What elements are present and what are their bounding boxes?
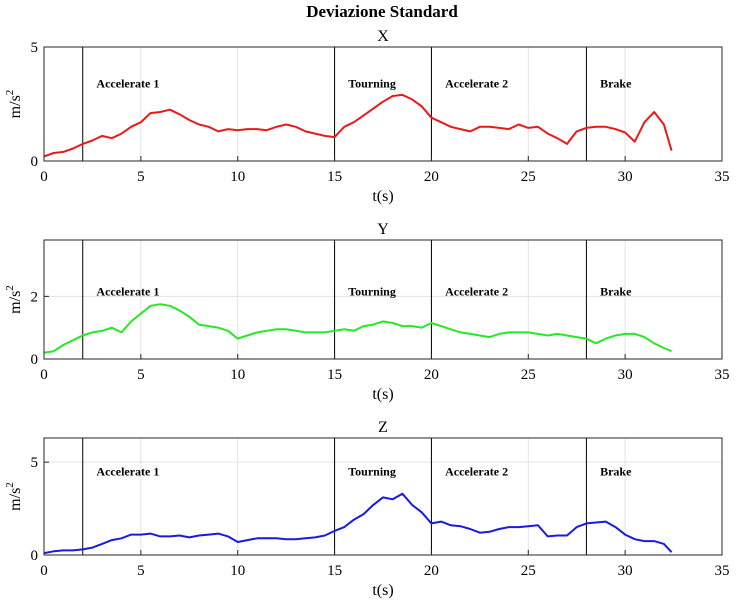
series-line — [43, 303, 672, 354]
x-tick-label: 20 — [424, 169, 439, 185]
axes-frame — [43, 239, 723, 360]
x-tick-label: 30 — [618, 367, 633, 383]
y-axis-label-exponent: 2 — [4, 482, 16, 488]
subplot-title: X — [377, 28, 389, 45]
x-axis-label: t(s) — [372, 188, 393, 205]
phase-label: Tourning — [348, 76, 396, 90]
phase-label: Accelerate 2 — [445, 285, 508, 299]
series-line — [43, 93, 673, 158]
x-tick-label: 10 — [230, 169, 245, 185]
y-tick-label: 0 — [31, 154, 39, 170]
x-tick-label: 25 — [521, 169, 536, 185]
y-tick-label: 2 — [31, 289, 39, 305]
x-tick-label: 15 — [327, 169, 342, 185]
phase-label: Accelerate 1 — [96, 76, 159, 90]
phase-label: Tourning — [348, 464, 396, 478]
x-axis-label: t(s) — [372, 386, 393, 403]
y-axis-label: m/s2 — [4, 285, 24, 314]
x-tick-label: 25 — [521, 563, 536, 579]
phase-label: Brake — [600, 285, 632, 299]
subplot-x: 0 5 10 15 20 25 30 35 0 5 Xt(s) m/s2 Accelerate 1 Tou… — [4, 28, 730, 205]
phase-label: Accelerate 2 — [445, 464, 508, 478]
x-tick-label: 30 — [618, 169, 633, 185]
x-tick-label: 25 — [521, 367, 536, 383]
x-tick-label: 20 — [424, 367, 439, 383]
x-tick-label: 20 — [424, 563, 439, 579]
x-tick-label: 5 — [137, 563, 145, 579]
x-tick-label: 15 — [327, 367, 342, 383]
axes-frame — [43, 437, 723, 556]
y-tick-label: 0 — [31, 352, 39, 368]
subplot-title: Z — [378, 419, 388, 436]
y-axis-label-unit: m/s — [7, 95, 24, 118]
y-axis-label: m/s2 — [4, 90, 24, 119]
x-tick-label: 30 — [618, 563, 633, 579]
x-tick-label: 35 — [715, 563, 730, 579]
subplot-z: 0 5 10 15 20 25 30 35 0 5 Zt(s) m/s2 Accelerate 1 Tou… — [4, 419, 730, 599]
y-tick-label: 5 — [31, 40, 39, 56]
x-axis-label: t(s) — [372, 582, 393, 599]
x-tick-label: 5 — [137, 367, 145, 383]
y-axis-label: m/s2 — [4, 482, 24, 511]
figure-title: Deviazione Standard — [306, 2, 458, 21]
y-axis-label-exponent: 2 — [4, 285, 16, 291]
axes-frame — [43, 46, 723, 162]
x-tick-label: 35 — [715, 169, 730, 185]
phase-label: Accelerate 1 — [96, 464, 159, 478]
y-axis-label-unit: m/s — [7, 291, 24, 314]
series-line — [43, 492, 673, 555]
y-tick-label: 5 — [31, 455, 39, 471]
x-tick-label: 0 — [40, 563, 48, 579]
x-tick-label: 0 — [40, 169, 48, 185]
phase-label: Tourning — [348, 285, 396, 299]
x-tick-label: 0 — [40, 367, 48, 383]
y-axis-label-unit: m/s — [7, 488, 24, 511]
phase-label: Brake — [600, 464, 632, 478]
phase-label: Accelerate 2 — [445, 76, 508, 90]
x-tick-label: 10 — [230, 563, 245, 579]
y-axis-label-exponent: 2 — [4, 90, 16, 96]
x-tick-label: 5 — [137, 169, 145, 185]
y-tick-label: 0 — [31, 548, 39, 564]
phase-label: Brake — [600, 76, 632, 90]
x-tick-label: 15 — [327, 563, 342, 579]
phase-label: Accelerate 1 — [96, 285, 159, 299]
x-tick-label: 35 — [715, 367, 730, 383]
subplot-title: Y — [377, 221, 389, 238]
x-tick-label: 10 — [230, 367, 245, 383]
